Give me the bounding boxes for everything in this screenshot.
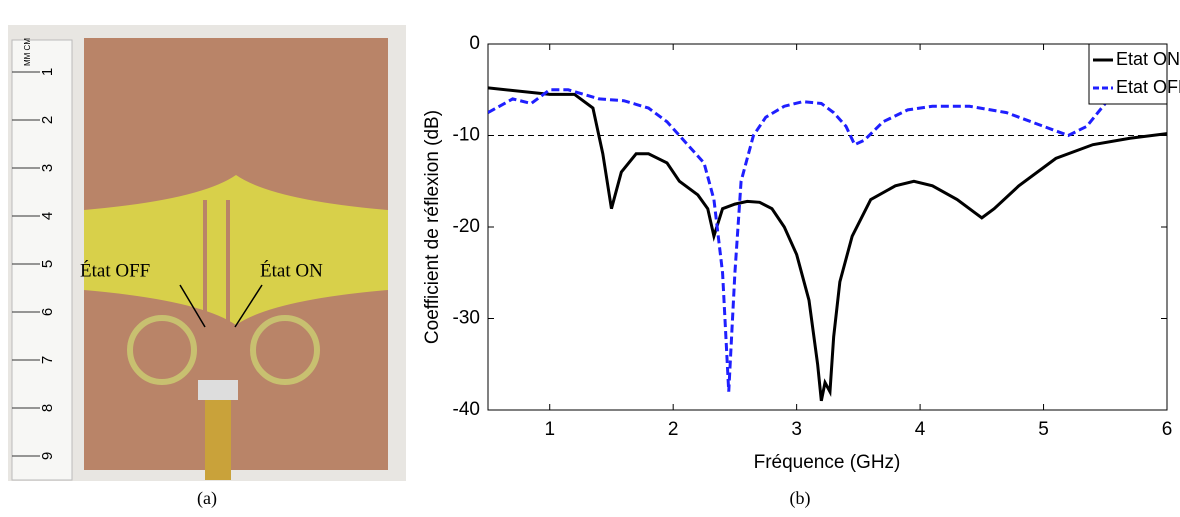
series-line bbox=[488, 88, 1119, 392]
series-line bbox=[488, 86, 1167, 402]
x-tick-label: 2 bbox=[668, 419, 679, 440]
y-axis-label: Coefficient de réflexion (dB) bbox=[422, 110, 443, 344]
ruler-label: 4 bbox=[39, 212, 56, 220]
substrate bbox=[84, 175, 388, 325]
photo-label: État OFF bbox=[80, 259, 150, 281]
ruler-label: 7 bbox=[39, 356, 56, 364]
y-tick-label: -40 bbox=[453, 399, 480, 420]
connector bbox=[205, 400, 231, 480]
ring bbox=[250, 315, 320, 385]
feed-line bbox=[203, 200, 207, 350]
photo: État OFF État ON MM CM bbox=[8, 25, 406, 481]
x-tick-label: 3 bbox=[791, 419, 802, 440]
ruler-unit: MM CM bbox=[23, 38, 32, 66]
x-tick-label: 5 bbox=[1038, 419, 1049, 440]
legend-label: Etat ON bbox=[1116, 49, 1180, 69]
ruler-label: 9 bbox=[39, 452, 56, 460]
feed-line bbox=[226, 200, 230, 350]
arrow bbox=[234, 284, 263, 328]
y-tick-label: -20 bbox=[453, 216, 480, 237]
legend-label: Etat OFF bbox=[1116, 77, 1180, 97]
x-tick-label: 1 bbox=[544, 419, 555, 440]
y-tick-label: -30 bbox=[453, 308, 480, 329]
photo-label: État ON bbox=[260, 259, 323, 281]
x-tick-label: 4 bbox=[915, 419, 926, 440]
arrow bbox=[179, 284, 206, 328]
caption: (a) bbox=[197, 488, 217, 509]
x-tick-label: 6 bbox=[1162, 419, 1173, 440]
y-tick-label: -10 bbox=[453, 125, 480, 146]
caption: (b) bbox=[790, 488, 811, 509]
x-axis-label: Fréquence (GHz) bbox=[754, 452, 901, 473]
ruler-label: 2 bbox=[39, 116, 56, 124]
y-tick-label: 0 bbox=[469, 33, 480, 54]
legend bbox=[1088, 43, 1168, 105]
ruler-label: 5 bbox=[39, 260, 56, 268]
ruler bbox=[11, 39, 73, 481]
plot-area bbox=[487, 43, 1168, 411]
ruler-label: 1 bbox=[39, 68, 56, 76]
ruler-label: 8 bbox=[39, 404, 56, 412]
pins bbox=[198, 380, 238, 400]
ruler-label: 6 bbox=[39, 308, 56, 316]
ring bbox=[127, 315, 197, 385]
ruler-label: 3 bbox=[39, 164, 56, 172]
